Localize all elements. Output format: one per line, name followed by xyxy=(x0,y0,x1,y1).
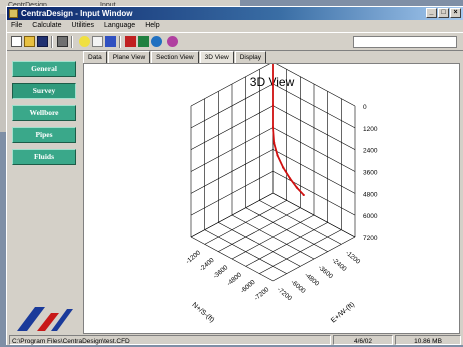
help-pointer-icon[interactable] xyxy=(92,36,103,47)
x-axis-label: E+/W-(ft) xyxy=(330,301,356,324)
y-tick-label: -1200 xyxy=(185,249,203,265)
well-path-point xyxy=(282,166,285,169)
plot-area: 3D View 0 1200 2400 3600 4800 6000 7200 -1200 -24… xyxy=(83,60,460,334)
minimize-button[interactable]: _ xyxy=(426,8,437,18)
toolbar-combo[interactable] xyxy=(353,36,457,48)
well-path-point xyxy=(271,104,275,107)
background-window-tab: CentrDesign... xyxy=(8,2,53,9)
x-tick-label: -2400 xyxy=(330,257,348,273)
z-tick-label: 3600 xyxy=(363,170,378,177)
well-path-point xyxy=(271,82,275,85)
menu-bar: File Calculate Utilities Language Help xyxy=(7,20,463,32)
tab-plane-view[interactable]: Plane View xyxy=(107,51,151,64)
well-path-point xyxy=(273,141,276,144)
company-logo xyxy=(17,307,73,331)
toolbar-separator xyxy=(119,36,121,48)
x-tick-label: -7200 xyxy=(276,286,294,302)
menu-help[interactable]: Help xyxy=(145,22,160,29)
floor-gridline xyxy=(204,200,287,245)
y-tick-label: -3600 xyxy=(212,264,230,280)
nav-wellbore-button[interactable]: Wellbore xyxy=(12,105,76,121)
status-date: 4/6/02 xyxy=(333,335,393,345)
background-window-field: Input xyxy=(100,2,116,9)
wall-gridline xyxy=(272,61,356,107)
menu-utilities[interactable]: Utilities xyxy=(71,22,95,29)
content-area: Data Plane View Section View 3D View Dis… xyxy=(83,51,460,334)
well-path-line xyxy=(272,62,305,196)
tab-strip: Data Plane View Section View 3D View Dis… xyxy=(83,51,267,64)
x-tick-label: -3600 xyxy=(317,264,335,280)
wall-gridline xyxy=(272,83,356,129)
input-window: CentraDesign - Input Window _ □ × File C… xyxy=(6,6,463,345)
globe-icon[interactable] xyxy=(151,36,162,47)
wall-gridline xyxy=(190,61,274,107)
light-bulb-icon[interactable] xyxy=(79,36,90,47)
well-path-point xyxy=(271,126,275,129)
tab-display[interactable]: Display xyxy=(234,51,267,64)
sidebar: General Survey Wellbore Pipes Fluids xyxy=(9,51,79,334)
tab-section-view[interactable]: Section View xyxy=(151,51,199,64)
nav-fluids-button[interactable]: Fluids xyxy=(12,149,76,165)
settings-icon[interactable] xyxy=(105,36,116,47)
z-tick-label: 6000 xyxy=(363,213,378,220)
y-tick-label: -6000 xyxy=(239,279,257,295)
well-path-point xyxy=(288,177,292,180)
toolbar-separator xyxy=(71,36,73,48)
well-path-point xyxy=(295,186,299,189)
z-tick-label: 4800 xyxy=(363,191,378,198)
status-memory: 10.86 MB xyxy=(395,335,461,345)
print-icon[interactable] xyxy=(57,36,68,47)
z-tick-label: 2400 xyxy=(363,148,378,155)
y-tick-label: -4800 xyxy=(226,271,244,287)
z-tick-label: 1200 xyxy=(363,126,378,133)
well-path-point xyxy=(302,193,305,197)
3d-chart: 3D View0120024003600480060007200-1200-24… xyxy=(185,60,378,325)
close-button[interactable]: × xyxy=(450,8,461,18)
menu-calculate[interactable]: Calculate xyxy=(32,22,62,29)
y-axis-label: N+/S-(ft) xyxy=(191,302,216,324)
title-bar: CentraDesign - Input Window _ □ × xyxy=(7,7,463,20)
tab-3d-view[interactable]: 3D View xyxy=(199,51,234,64)
new-file-icon[interactable] xyxy=(11,36,22,47)
status-file-path: C:\Program Files\CentraDesign\test.CFD xyxy=(9,335,331,345)
table-icon[interactable] xyxy=(138,36,149,47)
toolbar xyxy=(7,32,463,51)
menu-file[interactable]: File xyxy=(11,22,23,29)
y-tick-label: -2400 xyxy=(198,257,216,273)
x-tick-label: -1200 xyxy=(344,250,362,266)
toolbar-separator xyxy=(51,36,53,48)
well-path-point xyxy=(276,154,279,157)
app-icon xyxy=(9,9,18,18)
nav-survey-button[interactable]: Survey xyxy=(12,83,76,99)
x-tick-label: -4800 xyxy=(303,272,321,288)
open-folder-icon[interactable] xyxy=(24,36,35,47)
chart-icon[interactable] xyxy=(125,36,136,47)
palette-icon[interactable] xyxy=(167,36,178,47)
z-tick-label: 0 xyxy=(363,104,367,111)
menu-language[interactable]: Language xyxy=(104,22,136,29)
x-tick-label: -6000 xyxy=(289,279,307,295)
background-strip xyxy=(0,14,8,132)
save-icon[interactable] xyxy=(37,36,48,47)
window-title: CentraDesign - Input Window xyxy=(21,9,133,18)
tab-data[interactable]: Data xyxy=(83,51,107,64)
nav-general-button[interactable]: General xyxy=(12,61,76,77)
nav-pipes-button[interactable]: Pipes xyxy=(12,127,76,143)
y-tick-label: -7200 xyxy=(253,286,271,302)
wall-gridline xyxy=(190,83,274,129)
maximize-button[interactable]: □ xyxy=(438,8,449,18)
status-bar: C:\Program Files\CentraDesign\test.CFD 4… xyxy=(7,335,463,346)
z-tick-label: 7200 xyxy=(363,235,378,242)
